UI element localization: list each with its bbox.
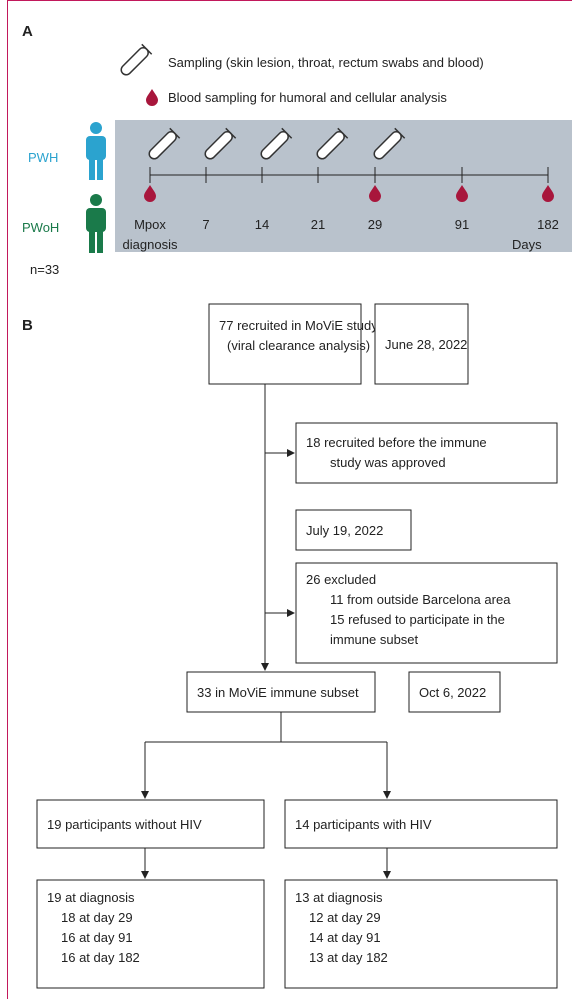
box — [186, 671, 376, 713]
box-text: 33 in MoViE immune subset — [197, 685, 359, 700]
box-text: immune subset — [330, 632, 419, 647]
tick-label: Mpox — [134, 217, 166, 232]
panel-label: A — [22, 23, 33, 40]
tick-sub: diagnosis — [123, 237, 178, 252]
tick-label: 14 — [255, 217, 269, 232]
frame — [7, 0, 572, 999]
box — [295, 422, 558, 484]
tick-label: 91 — [455, 217, 469, 232]
box-text: 16 at day 182 — [61, 950, 140, 965]
drop-icon — [146, 89, 158, 106]
box-text: 15 refused to participate in the — [330, 612, 505, 627]
box-text: 18 recruited before the immune — [306, 435, 487, 450]
box-text: July 19, 2022 — [306, 523, 383, 538]
box-text: 13 at diagnosis — [295, 890, 383, 905]
box-text: 18 at day 29 — [61, 910, 133, 925]
group-label: PWH — [28, 150, 58, 165]
box — [36, 799, 265, 849]
box-text: (viral clearance analysis) — [227, 338, 370, 353]
box — [284, 799, 558, 849]
group-label: PWoH — [22, 220, 59, 235]
box — [408, 671, 501, 713]
flowchart — [141, 384, 391, 879]
tick-label: 7 — [202, 217, 209, 232]
person-icon — [86, 194, 106, 253]
legend-text: Blood sampling for humoral and cellular … — [168, 90, 447, 105]
box-text: study was approved — [330, 455, 446, 470]
box-text: 16 at day 91 — [61, 930, 133, 945]
box — [295, 509, 412, 551]
n-label: n=33 — [30, 262, 59, 277]
box — [284, 879, 558, 989]
box — [36, 879, 265, 989]
box-text: June 28, 2022 — [385, 337, 467, 352]
legend-text: Sampling (skin lesion, throat, rectum sw… — [168, 55, 484, 70]
box — [295, 562, 558, 664]
timeline-bg — [115, 120, 572, 252]
box-text: 77 recruited in MoViE study — [219, 318, 378, 333]
tick-label: 21 — [311, 217, 325, 232]
tick-label: 29 — [368, 217, 382, 232]
panel-label: B — [22, 317, 33, 334]
box — [374, 303, 469, 385]
person-icon — [86, 122, 106, 180]
days-label: Days — [512, 237, 542, 252]
box-text: 19 participants without HIV — [47, 817, 202, 832]
box-text: 13 at day 182 — [309, 950, 388, 965]
box-text: 12 at day 29 — [309, 910, 381, 925]
box-text: 11 from outside Barcelona area — [330, 592, 511, 607]
box — [208, 303, 362, 385]
tick-label: 182 — [537, 217, 559, 232]
box-text: 26 excluded — [306, 572, 376, 587]
box-text: Oct 6, 2022 — [419, 685, 486, 700]
box-text: 19 at diagnosis — [47, 890, 135, 905]
tube-icon — [116, 43, 153, 80]
box-text: 14 at day 91 — [309, 930, 381, 945]
box-text: 14 participants with HIV — [295, 817, 432, 832]
